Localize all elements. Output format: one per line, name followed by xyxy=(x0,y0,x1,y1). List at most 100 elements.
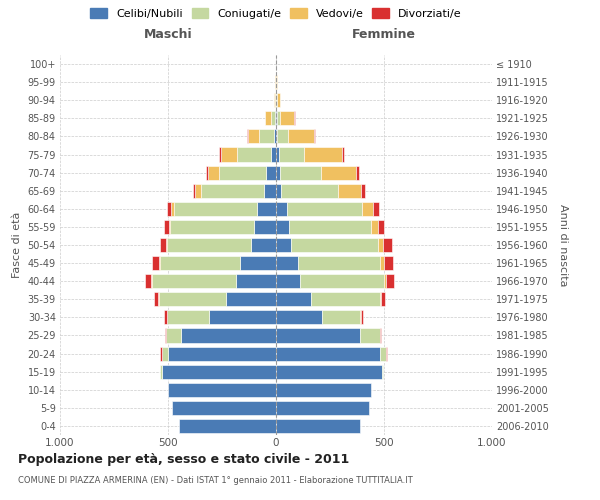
Bar xyxy=(276,93,277,108)
Bar xyxy=(276,419,360,433)
Bar xyxy=(271,148,276,162)
Bar xyxy=(145,274,151,288)
Bar xyxy=(264,184,276,198)
Bar xyxy=(271,112,275,126)
Bar xyxy=(164,310,167,324)
Bar xyxy=(259,130,274,143)
Bar xyxy=(291,238,377,252)
Bar xyxy=(160,292,226,306)
Bar xyxy=(276,292,311,306)
Bar xyxy=(384,256,392,270)
Bar xyxy=(279,148,304,162)
Bar xyxy=(381,292,385,306)
Bar xyxy=(266,166,276,179)
Bar xyxy=(276,112,277,126)
Text: Maschi: Maschi xyxy=(143,28,193,40)
Bar xyxy=(276,184,281,198)
Bar xyxy=(360,310,361,324)
Bar xyxy=(275,112,276,126)
Text: Popolazione per età, sesso e stato civile - 2011: Popolazione per età, sesso e stato civil… xyxy=(18,452,349,466)
Bar xyxy=(152,274,236,288)
Bar xyxy=(236,274,276,288)
Bar xyxy=(274,93,275,108)
Bar xyxy=(276,364,382,378)
Bar xyxy=(300,274,384,288)
Bar xyxy=(206,166,208,179)
Bar xyxy=(276,238,291,252)
Bar xyxy=(171,202,175,216)
Bar xyxy=(377,220,384,234)
Bar xyxy=(181,328,276,342)
Bar xyxy=(202,184,264,198)
Legend: Celibi/Nubili, Coniugati/e, Vedovi/e, Divorziati/e: Celibi/Nubili, Coniugati/e, Vedovi/e, Di… xyxy=(91,8,461,19)
Bar xyxy=(382,364,383,378)
Bar xyxy=(380,292,381,306)
Bar xyxy=(168,382,276,397)
Bar xyxy=(219,148,221,162)
Bar xyxy=(373,202,379,216)
Bar xyxy=(361,310,364,324)
Bar xyxy=(167,310,209,324)
Bar xyxy=(175,202,257,216)
Bar xyxy=(152,256,160,270)
Bar xyxy=(304,148,342,162)
Bar xyxy=(311,292,380,306)
Bar xyxy=(161,364,276,378)
Bar xyxy=(362,202,373,216)
Bar xyxy=(277,130,288,143)
Bar xyxy=(154,292,158,306)
Bar xyxy=(276,256,298,270)
Bar xyxy=(386,274,394,288)
Bar xyxy=(276,401,369,415)
Bar xyxy=(280,112,294,126)
Bar xyxy=(168,346,276,360)
Bar xyxy=(287,202,362,216)
Bar xyxy=(164,220,169,234)
Bar xyxy=(380,328,381,342)
Bar xyxy=(356,166,359,179)
Bar xyxy=(167,202,171,216)
Bar xyxy=(294,112,295,126)
Bar xyxy=(209,310,276,324)
Bar xyxy=(226,292,276,306)
Bar xyxy=(276,148,279,162)
Bar xyxy=(289,220,371,234)
Bar xyxy=(161,346,168,360)
Bar xyxy=(265,112,271,126)
Bar xyxy=(248,130,259,143)
Bar xyxy=(170,220,254,234)
Bar xyxy=(276,130,277,143)
Bar xyxy=(169,220,170,234)
Bar xyxy=(193,184,195,198)
Bar xyxy=(342,148,344,162)
Bar xyxy=(276,220,289,234)
Bar xyxy=(247,130,248,143)
Bar xyxy=(241,256,276,270)
Bar xyxy=(167,238,251,252)
Text: COMUNE DI PIAZZA ARMERINA (EN) - Dati ISTAT 1° gennaio 2011 - Elaborazione TUTTI: COMUNE DI PIAZZA ARMERINA (EN) - Dati IS… xyxy=(18,476,413,485)
Bar xyxy=(251,238,276,252)
Bar xyxy=(219,166,266,179)
Bar xyxy=(277,112,280,126)
Bar xyxy=(338,184,361,198)
Bar xyxy=(361,184,365,198)
Bar xyxy=(276,274,300,288)
Bar xyxy=(281,184,338,198)
Bar xyxy=(322,310,360,324)
Bar xyxy=(179,419,276,433)
Bar xyxy=(360,328,380,342)
Bar xyxy=(160,256,241,270)
Bar xyxy=(383,238,392,252)
Bar xyxy=(276,310,322,324)
Bar xyxy=(274,130,276,143)
Bar xyxy=(221,148,237,162)
Bar xyxy=(276,346,380,360)
Bar xyxy=(386,346,387,360)
Bar xyxy=(151,274,152,288)
Bar xyxy=(384,274,386,288)
Bar xyxy=(172,401,276,415)
Bar xyxy=(288,130,314,143)
Bar xyxy=(254,220,276,234)
Bar xyxy=(322,166,356,179)
Text: Femmine: Femmine xyxy=(352,28,416,40)
